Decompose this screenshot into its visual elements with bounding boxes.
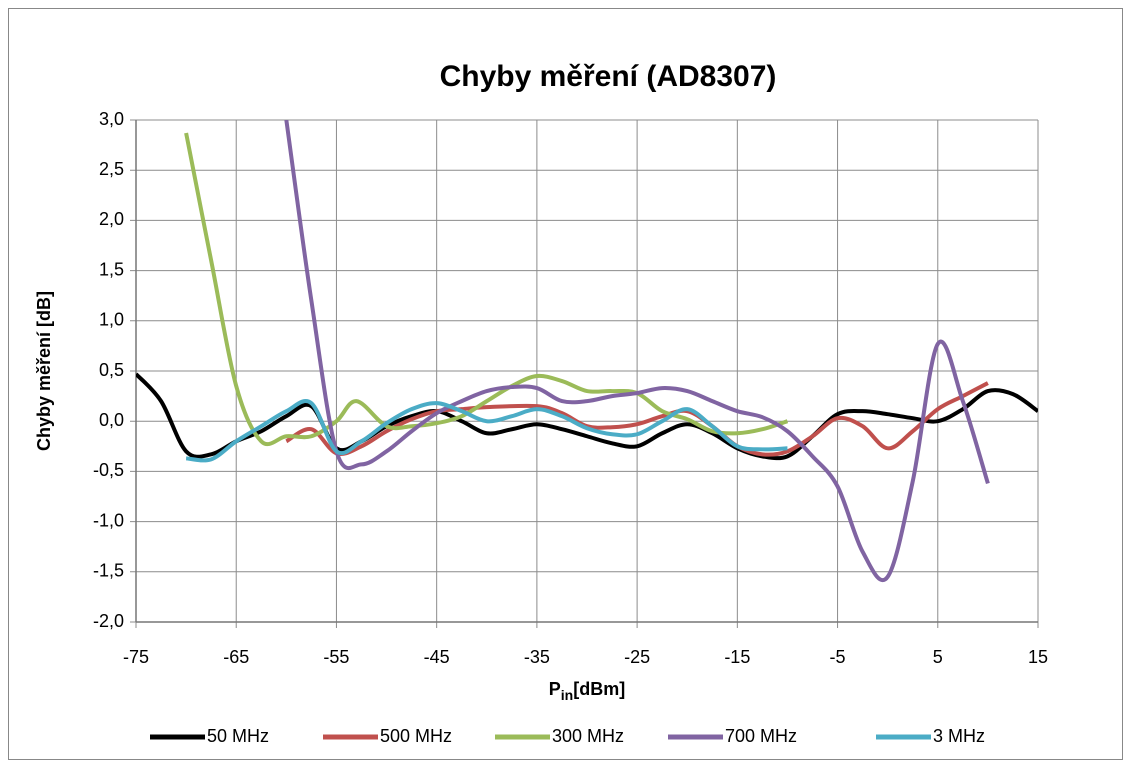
x-label-unit: [dBm] (573, 679, 625, 699)
y-tick-label: 0,0 (99, 410, 124, 430)
x-tick-label: -25 (624, 647, 650, 667)
legend-label: 700 MHz (725, 726, 797, 746)
x-tick-label: 5 (933, 647, 943, 667)
y-tick-label: 2,5 (99, 159, 124, 179)
x-tick-label: -35 (524, 647, 550, 667)
legend-label: 300 MHz (552, 726, 624, 746)
series-line (284, 120, 990, 582)
x-axis-label: Pin[dBm] (549, 679, 625, 703)
series-line (184, 132, 789, 447)
y-tick-label: -1,5 (93, 561, 124, 581)
x-tick-label: -15 (724, 647, 750, 667)
y-tick-label: 3,0 (99, 109, 124, 129)
y-tick-label: 0,5 (99, 360, 124, 380)
series-line (285, 381, 989, 457)
x-tick-label: -5 (830, 647, 846, 667)
series-line (185, 399, 788, 463)
y-tick-label: -0,5 (93, 460, 124, 480)
x-tick-label: -55 (323, 647, 349, 667)
legend-label: 500 MHz (380, 726, 452, 746)
x-tick-label: -75 (123, 647, 149, 667)
y-tick-label: -1,0 (93, 510, 124, 530)
x-label-sub: in (561, 687, 573, 703)
series-line (136, 372, 1038, 461)
x-tick-label: -65 (223, 647, 249, 667)
x-tick-label: 15 (1028, 647, 1048, 667)
chart-title: Chyby měření (AD8307) (440, 60, 777, 93)
y-axis-label: Chyby měření [dB] (34, 291, 54, 451)
legend-label: 3 MHz (933, 726, 985, 746)
y-tick-label: 1,5 (99, 259, 124, 279)
x-label-main: P (549, 679, 561, 699)
plot-lines (136, 120, 1038, 582)
y-tick-label: 1,0 (99, 310, 124, 330)
legend-label: 50 MHz (207, 726, 269, 746)
x-tick-label: -45 (424, 647, 450, 667)
y-tick-label: -2,0 (93, 611, 124, 631)
y-tick-label: 2,0 (99, 209, 124, 229)
